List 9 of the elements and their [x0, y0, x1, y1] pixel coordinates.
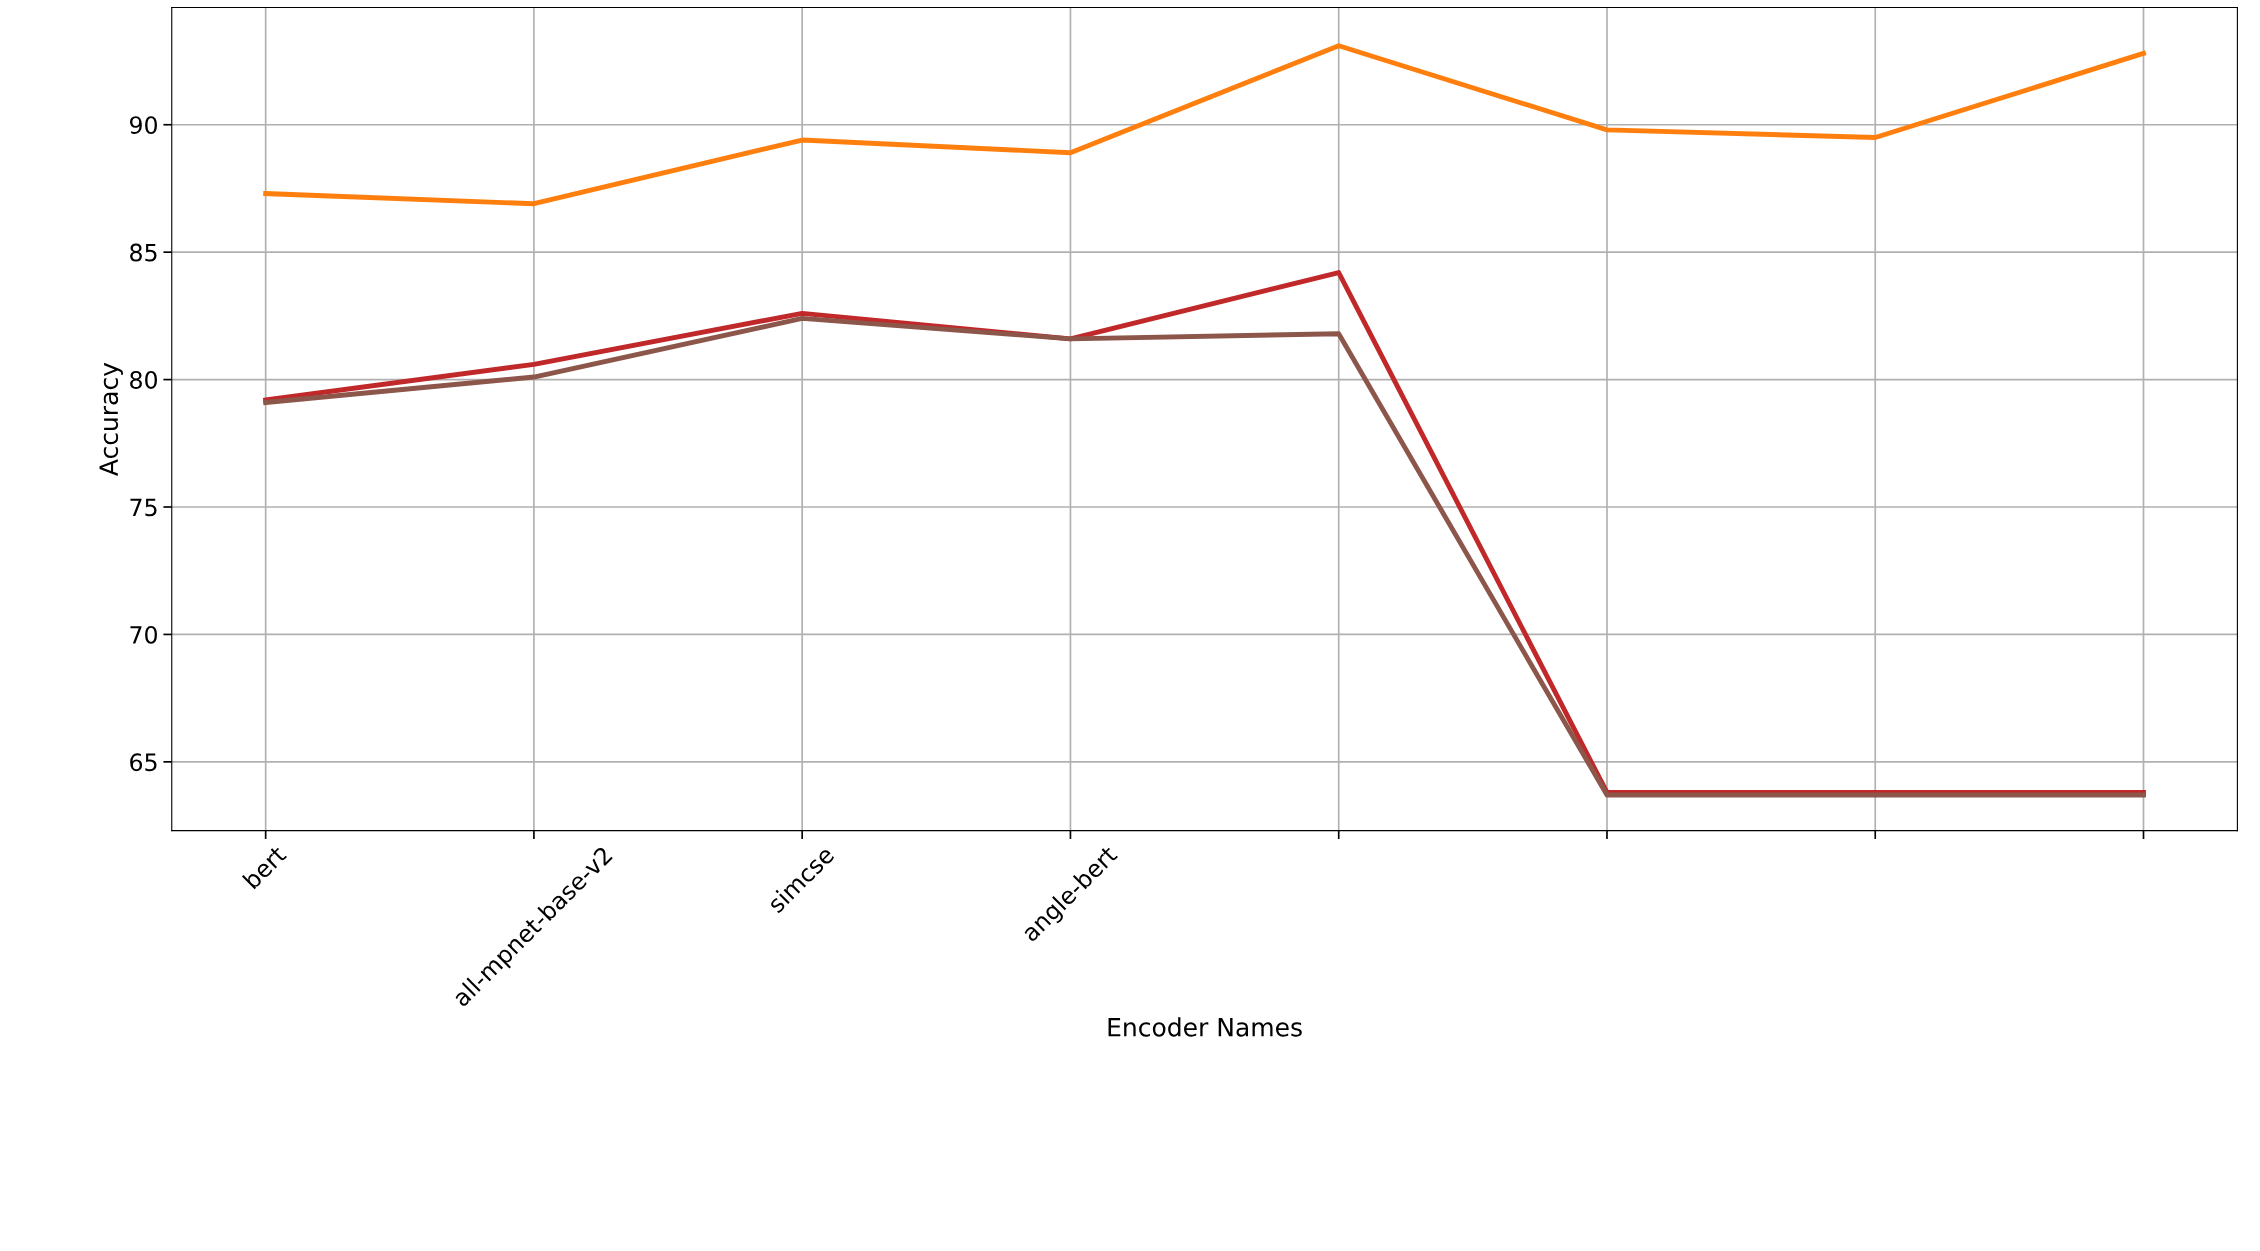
- y-tick-label: 65: [130, 753, 157, 772]
- y-tick-label: 90: [130, 116, 157, 135]
- y-tick-label: 70: [130, 625, 157, 644]
- x-axis-title: Encoder Names: [1108, 1017, 1302, 1037]
- y-axis-title: Accuracy: [99, 362, 123, 476]
- line-series: [263, 43, 2146, 207]
- y-tick-label: 75: [130, 498, 157, 517]
- y-tick-label: 85: [130, 243, 157, 262]
- y-tick-label: 80: [130, 371, 157, 389]
